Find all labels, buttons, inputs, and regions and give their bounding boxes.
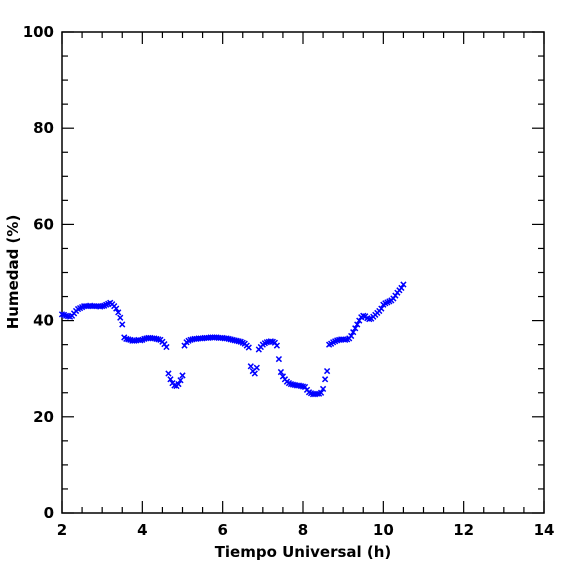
data-point <box>273 342 281 349</box>
data-point <box>400 281 407 288</box>
data-point <box>115 309 122 316</box>
data-point <box>165 370 172 377</box>
data-point <box>319 385 327 393</box>
y-tick-label: 60 <box>33 215 54 233</box>
data-point <box>247 363 254 370</box>
tick-labels: 2 4 6 8 10 12 14 0 20 40 60 80 100 <box>23 23 555 539</box>
data-point <box>177 377 184 384</box>
data-point <box>175 380 182 388</box>
data-point <box>354 321 361 328</box>
x-tick-label: 6 <box>217 521 227 539</box>
data-points <box>58 281 407 398</box>
data-point <box>251 370 258 377</box>
plot-frame <box>61 31 545 514</box>
y-tick-label: 80 <box>33 119 54 137</box>
data-point <box>275 355 283 363</box>
data-point <box>323 367 331 375</box>
y-tick-label: 100 <box>23 23 54 41</box>
data-point <box>321 376 329 383</box>
data-point <box>245 344 252 351</box>
data-point <box>117 314 124 321</box>
data-point <box>350 329 357 336</box>
data-point <box>113 305 120 312</box>
data-point <box>398 284 405 292</box>
x-tick-label: 12 <box>453 521 474 539</box>
data-point <box>352 325 359 332</box>
x-tick-label: 14 <box>534 521 555 539</box>
y-tick-label: 40 <box>33 312 54 330</box>
y-tick-label: 0 <box>44 504 54 522</box>
x-tick-label: 4 <box>137 521 147 539</box>
x-tick-label: 8 <box>298 521 308 539</box>
axis-ticks <box>61 31 545 514</box>
data-point <box>179 372 186 379</box>
data-point <box>356 317 363 324</box>
data-point <box>119 321 126 328</box>
data-point <box>181 342 188 349</box>
data-point <box>378 305 385 312</box>
y-tick-label: 20 <box>33 408 54 426</box>
data-point <box>253 364 260 371</box>
data-point <box>317 389 325 396</box>
y-axis-label: Humedad (%) <box>4 215 22 330</box>
x-tick-label: 2 <box>57 521 67 539</box>
x-axis-label: Tiempo Universal (h) <box>215 543 392 561</box>
data-point <box>163 343 170 351</box>
data-point <box>167 376 174 383</box>
data-point <box>348 332 355 340</box>
x-tick-label: 10 <box>373 521 394 539</box>
data-point <box>277 368 285 376</box>
